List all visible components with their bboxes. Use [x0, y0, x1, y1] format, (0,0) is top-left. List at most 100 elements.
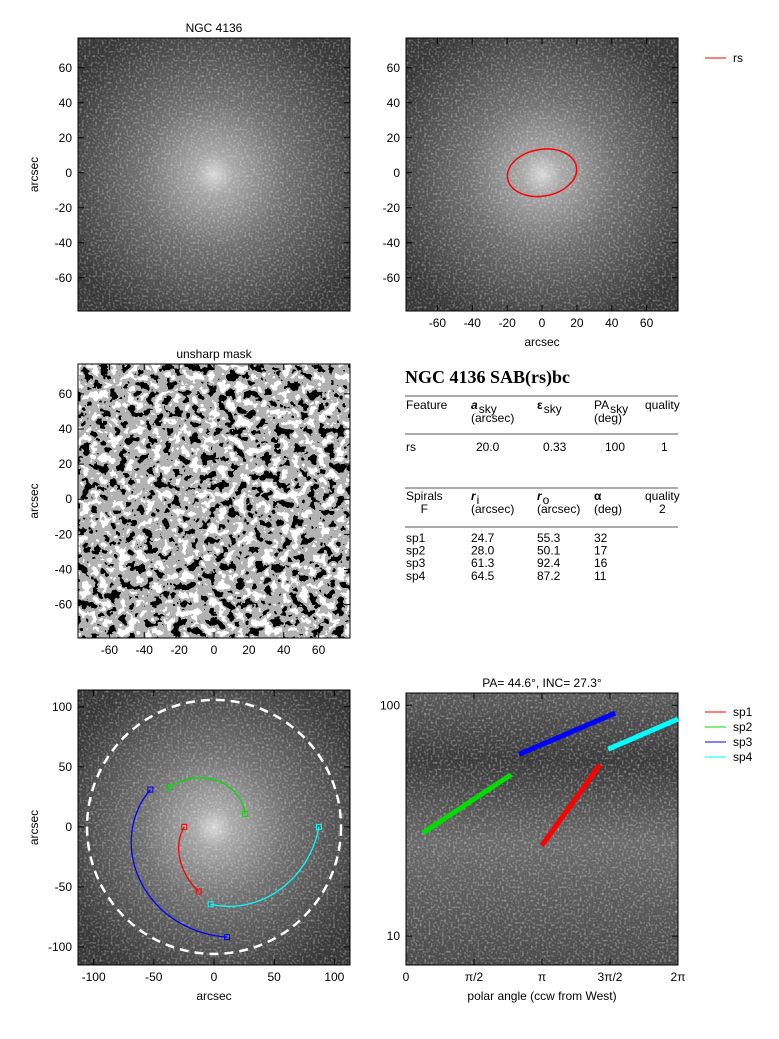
- column-header: quality: [645, 489, 680, 503]
- x-tick-label: 0: [211, 643, 218, 657]
- table-cell: sp4: [406, 569, 426, 583]
- table-cell: 16: [594, 556, 608, 570]
- spiral-endpoint: [165, 784, 172, 791]
- column-header: r: [537, 489, 543, 503]
- y-tick-label: -40: [383, 236, 401, 250]
- spiral-endpoint: [195, 888, 202, 895]
- x-tick-label: 50: [267, 970, 281, 984]
- y-tick-label: 60: [387, 61, 401, 75]
- table-cell: 55.3: [537, 531, 561, 545]
- table-cell: sp3: [406, 556, 426, 570]
- y-tick-label: 100: [380, 698, 400, 712]
- plot-frame: [77, 37, 351, 312]
- y-tick-label: -60: [55, 598, 73, 612]
- x-tick-label: -60: [429, 316, 447, 330]
- column-note: (arcsec): [471, 411, 514, 425]
- column-note: (deg): [594, 502, 622, 516]
- x-tick-label: 0: [211, 970, 218, 984]
- image-noise: [78, 38, 350, 311]
- image-noise: [406, 693, 678, 965]
- spiral-endpoint: [207, 901, 214, 908]
- y-tick-label: -40: [55, 563, 73, 577]
- table-cell: 92.4: [537, 556, 561, 570]
- column-subscript: i: [477, 493, 480, 507]
- parameter-table: NGC 4136 SAB(rs)bc Feature a sky(arcsec)ε s…: [405, 367, 680, 583]
- image-noise: [78, 690, 350, 965]
- disk-boundary: [85, 698, 343, 956]
- y-tick-label: 0: [65, 166, 72, 180]
- feature-ellipse: [506, 148, 578, 198]
- y-tick-label: -60: [55, 271, 73, 285]
- x-tick-label: -100: [82, 970, 106, 984]
- column-subscript: sky: [610, 402, 628, 416]
- column-header: Feature: [406, 398, 448, 412]
- y-tick-label: 0: [65, 492, 72, 506]
- column-header: α: [594, 489, 602, 503]
- panel-title: unsharp mask: [176, 347, 252, 361]
- spiral-fit-line: [518, 710, 617, 757]
- spiral-endpoint: [147, 786, 154, 793]
- y-tick-label: -20: [55, 201, 73, 215]
- column-header: PA: [594, 398, 609, 412]
- column-subscript: sky: [479, 402, 497, 416]
- y-tick-label: -50: [55, 880, 73, 894]
- column-header: quality: [645, 398, 680, 412]
- legend-label: sp2: [733, 720, 753, 734]
- table-cell: 100: [605, 440, 625, 454]
- x-tick-label: -40: [464, 316, 482, 330]
- y-tick-label: 0: [393, 166, 400, 180]
- spiral-fit-line: [607, 716, 679, 752]
- x-tick-label: 60: [640, 316, 654, 330]
- column-header: ε: [537, 398, 543, 412]
- x-tick-label: 40: [605, 316, 619, 330]
- x-tick-label: 20: [570, 316, 584, 330]
- x-tick-label: 60: [312, 643, 326, 657]
- table-cell: 17: [594, 544, 608, 558]
- table-cell: 20.0: [476, 440, 500, 454]
- unsharp-image: [78, 364, 350, 638]
- y-tick-label: 20: [59, 457, 73, 471]
- table-cell: 28.0: [471, 544, 495, 558]
- y-tick-label: 100: [52, 700, 72, 714]
- spiral-endpoint: [315, 823, 322, 830]
- x-axis-label: polar angle (ccw from West): [467, 989, 616, 1003]
- x-tick-label: -50: [145, 970, 163, 984]
- y-tick-label: 60: [59, 387, 73, 401]
- spiral-endpoint: [181, 823, 188, 830]
- y-tick-label: 20: [59, 131, 73, 145]
- spiral-arc: [178, 826, 200, 892]
- y-tick-label: 40: [387, 96, 401, 110]
- y-axis-label: arcsec: [27, 483, 41, 518]
- table-cell: 87.2: [537, 569, 561, 583]
- image-noise: [406, 38, 678, 311]
- column-note: (deg): [594, 411, 622, 425]
- y-tick-label: 40: [59, 422, 73, 436]
- table-cell: 24.7: [471, 531, 495, 545]
- panel-title: NGC 4136: [186, 21, 243, 35]
- spiral-fit-line: [421, 772, 513, 835]
- y-axis-label: arcsec: [27, 157, 41, 192]
- y-tick-label: -20: [383, 201, 401, 215]
- x-tick-label: 20: [242, 643, 256, 657]
- column-header: Spirals: [406, 489, 443, 503]
- table-cell: 50.1: [537, 544, 561, 558]
- y-tick-label: 10: [387, 929, 401, 943]
- table-cell: sp2: [406, 544, 426, 558]
- y-tick-label: -40: [55, 236, 73, 250]
- y-tick-label: 0: [65, 820, 72, 834]
- x-tick-label: -20: [170, 643, 188, 657]
- column-note: F: [421, 502, 428, 516]
- y-tick-label: 20: [387, 131, 401, 145]
- column-note: (arcsec): [471, 502, 514, 516]
- x-tick-label: π/2: [465, 970, 484, 984]
- x-tick-label: π: [538, 970, 546, 984]
- spiral-endpoint: [242, 811, 249, 818]
- x-tick-label: 0: [403, 970, 410, 984]
- panel-title: PA= 44.6°, INC= 27.3°: [482, 676, 602, 690]
- x-axis-label: arcsec: [196, 989, 231, 1003]
- table-title: NGC 4136 SAB(rs)bc: [405, 367, 570, 388]
- spiral-fit-line: [539, 763, 602, 847]
- table-cell: 32: [594, 531, 608, 545]
- x-axis-label: arcsec: [524, 335, 559, 349]
